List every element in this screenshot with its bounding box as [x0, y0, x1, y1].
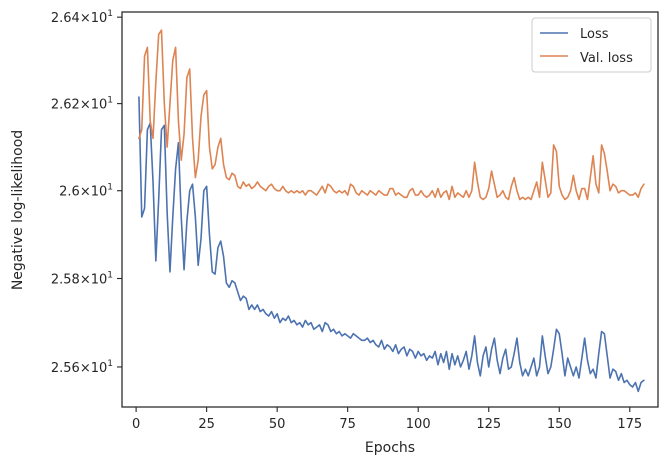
x-tick-label: 0 [132, 417, 140, 432]
y-tick-label: 2.64×101 [51, 9, 113, 26]
legend-box [531, 17, 652, 73]
y-axis-label: Negative log-likelihood [10, 130, 26, 290]
legend: Loss Val. loss [531, 17, 652, 73]
plot-lines [138, 29, 645, 393]
x-tick-label: 50 [269, 417, 286, 432]
y-tick-label: 2.56×101 [51, 359, 113, 376]
x-tick-label: 150 [547, 417, 572, 432]
series-line-val-loss [138, 29, 645, 201]
x-axis-label: Epochs [365, 440, 415, 456]
y-tick-label: 2.6×101 [59, 183, 113, 200]
x-tick-label: 75 [339, 417, 356, 432]
x-tick-label: 175 [617, 417, 642, 432]
legend-label-loss: Loss [580, 27, 609, 42]
x-tick-label: 125 [476, 417, 501, 432]
x-tick-label: 100 [406, 417, 431, 432]
x-ticks: 0 25 50 75 100 125 150 175 [132, 407, 642, 432]
y-tick-label: 2.58×101 [51, 271, 113, 288]
x-tick-label: 25 [198, 417, 215, 432]
plot-frame [121, 11, 659, 408]
y-tick-label: 2.62×101 [51, 96, 113, 113]
legend-label-val-loss: Val. loss [580, 51, 633, 66]
y-ticks: 2.56×101 2.58×101 2.6×101 2.62×101 2.64×101 [51, 9, 122, 376]
series-line-loss [138, 96, 645, 393]
